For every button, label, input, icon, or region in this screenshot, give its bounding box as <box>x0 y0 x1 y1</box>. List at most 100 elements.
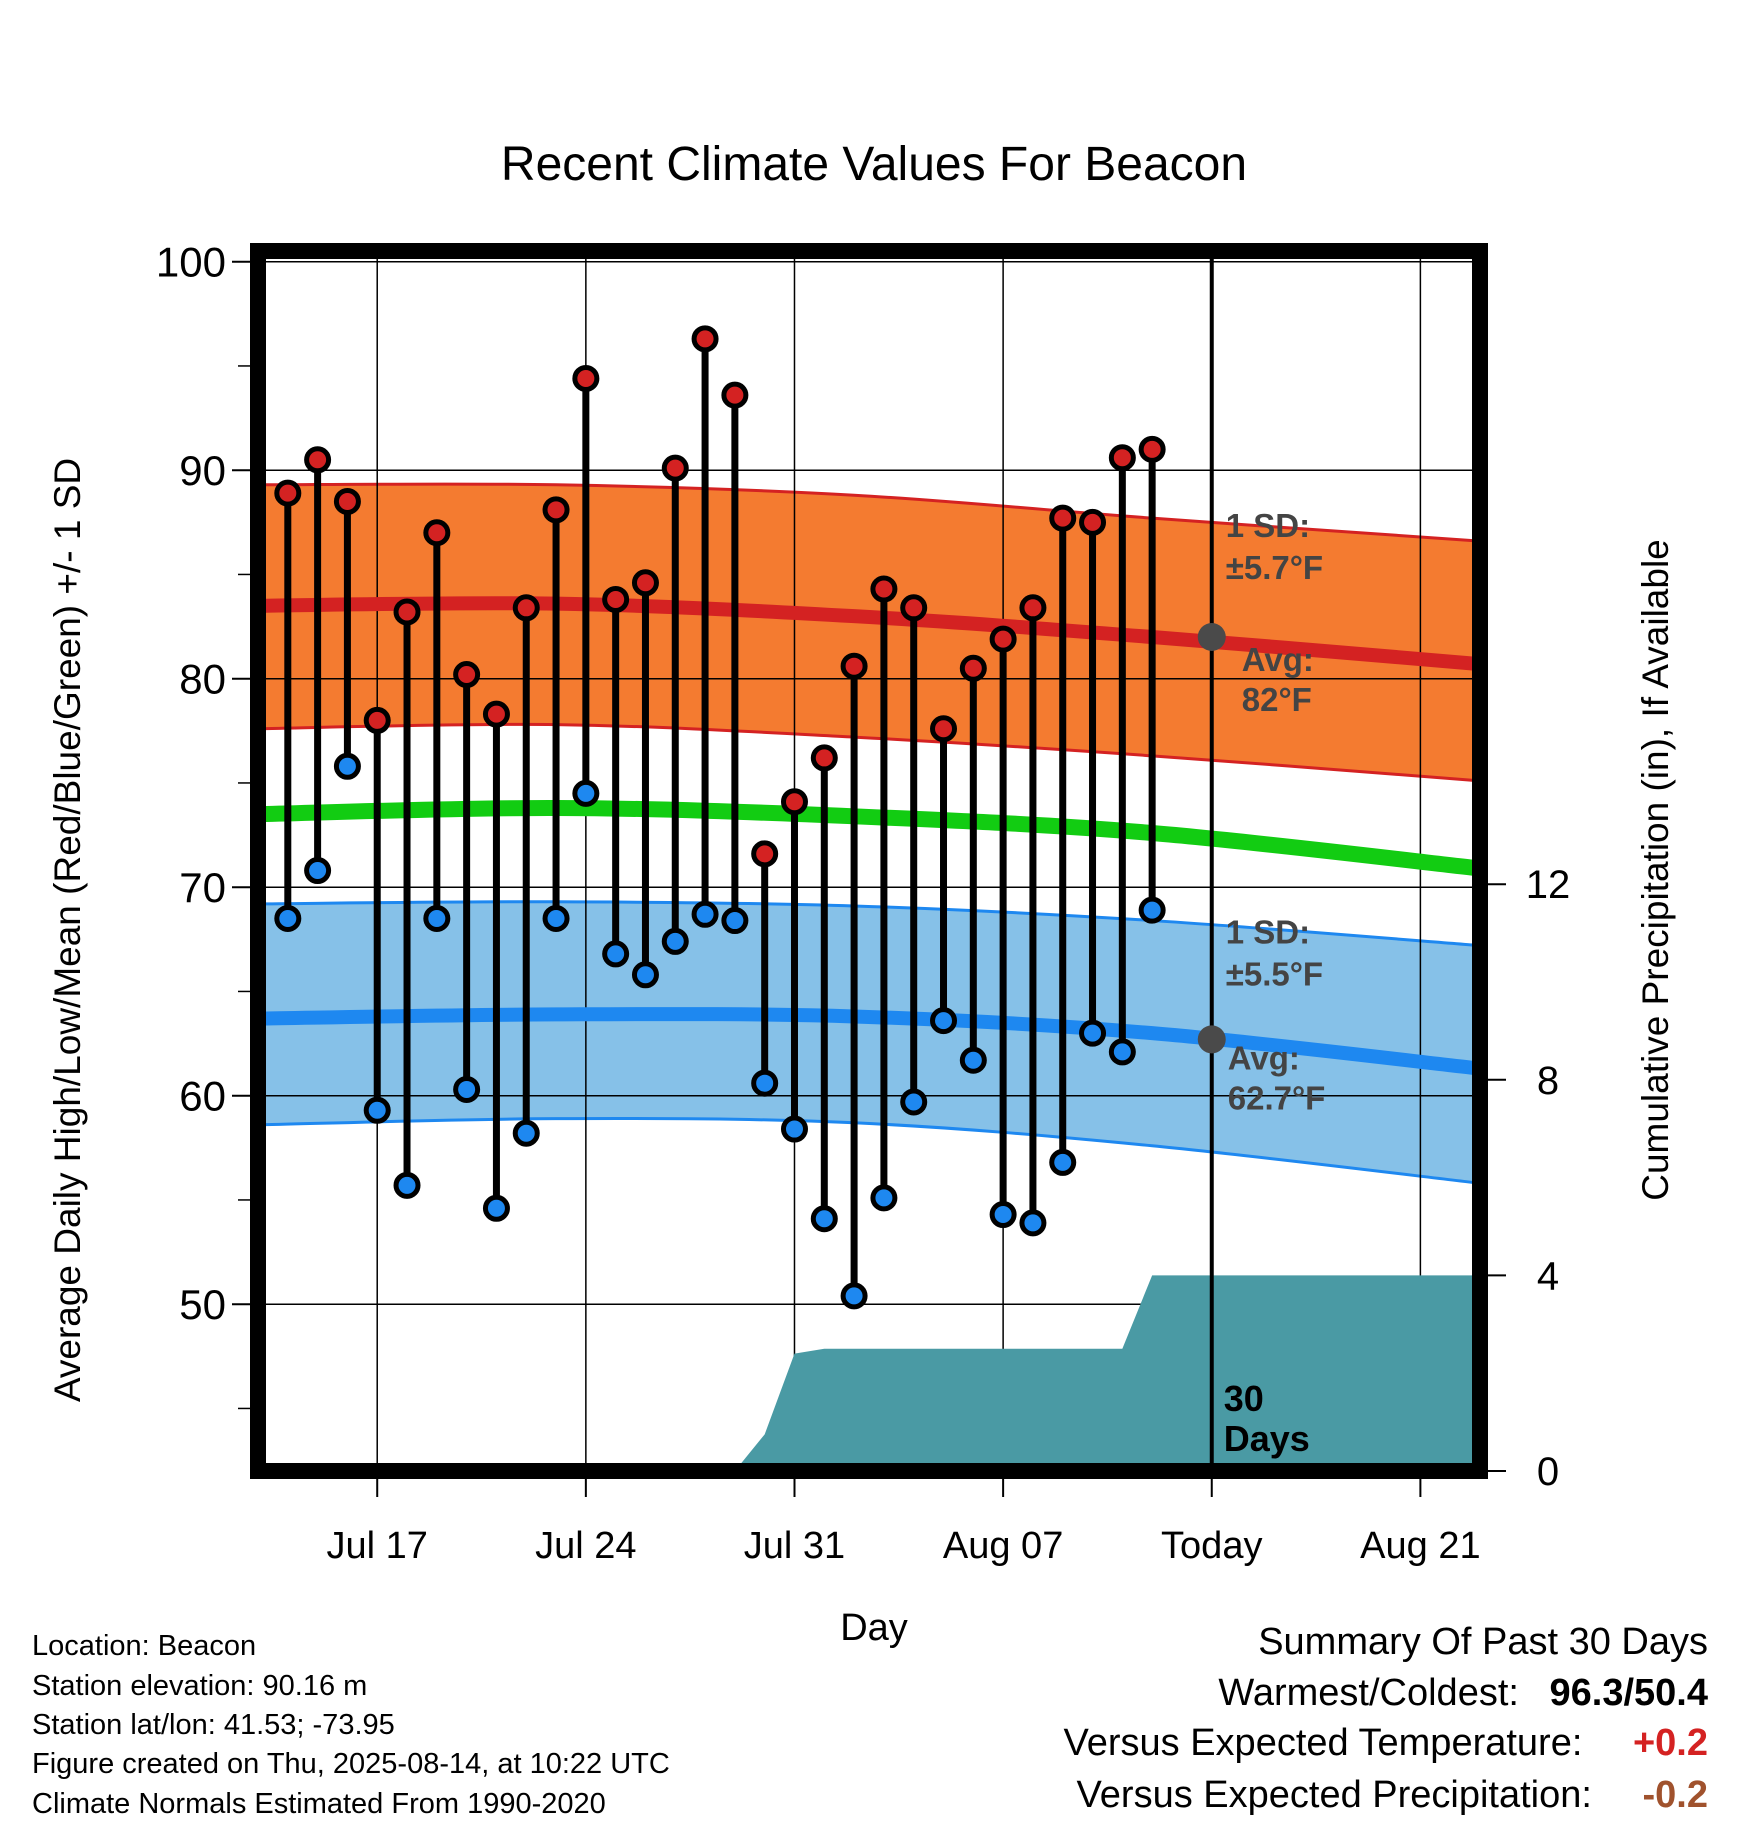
chart-title: Recent Climate Values For Beacon <box>501 138 1247 191</box>
x-tick-label: Today <box>1161 1525 1262 1567</box>
daily-high-point <box>304 446 332 474</box>
summary-warm-cold-value: 96.3/50.4 <box>1549 1672 1708 1714</box>
summary-precip-label: Versus Expected Precipitation: <box>1076 1774 1592 1816</box>
daily-high-point <box>631 569 659 597</box>
daily-low-point <box>810 1205 838 1233</box>
daily-high-point <box>363 706 391 734</box>
daily-low-point <box>542 904 570 932</box>
daily-low-point <box>691 900 719 928</box>
footer-location: Location: Beacon <box>32 1630 257 1662</box>
daily-high-point <box>1049 504 1077 532</box>
y-axis-label: Average Daily High/Low/Mean (Red/Blue/Gr… <box>47 458 88 1402</box>
x-tick-label: Aug 07 <box>943 1525 1063 1567</box>
high-sd-annotation-line2: ±5.7°F <box>1226 549 1323 586</box>
summary-temp: Versus Expected Temperature: +0.2 <box>1063 1722 1708 1765</box>
y2-tick-label: 4 <box>1537 1254 1559 1298</box>
plot-inner <box>258 251 1480 1471</box>
low-sd-annotation-line2: ±5.5°F <box>1226 955 1323 992</box>
precip-area <box>734 1275 1480 1471</box>
today-window-note-line2: Days <box>1224 1418 1310 1459</box>
daily-low-point <box>840 1282 868 1310</box>
daily-high-point <box>1108 444 1136 472</box>
low-sd-annotation-line1: 1 SD: <box>1226 913 1310 950</box>
daily-low-point <box>1019 1209 1047 1237</box>
low-avg-annotation-line1: Avg: <box>1228 1039 1300 1076</box>
daily-high-point <box>482 700 510 728</box>
y-tick-label: 70 <box>179 864 226 911</box>
y-tick-label: 50 <box>179 1281 226 1328</box>
y-tick-label: 90 <box>179 447 226 494</box>
summary-temp-value: +0.2 <box>1632 1722 1708 1764</box>
summary-warm-cold: Warmest/Coldest: 96.3/50.4 <box>1218 1672 1708 1715</box>
daily-low-point <box>1079 1019 1107 1047</box>
daily-low-point <box>930 1007 958 1035</box>
mean-avg-line <box>258 799 1480 877</box>
daily-high-point <box>930 715 958 743</box>
low-sd-band <box>258 901 1480 1184</box>
y-tick-label: 100 <box>156 239 226 286</box>
daily-high-point <box>1079 508 1107 536</box>
y2-axis-label: Cumulative Precipitation (in), If Availa… <box>1635 539 1676 1201</box>
summary-heading: Summary Of Past 30 Days <box>1258 1621 1708 1663</box>
daily-low-point <box>780 1115 808 1143</box>
daily-low-point <box>870 1184 898 1212</box>
daily-high-point <box>810 744 838 772</box>
high-sd-band-upper-edge <box>258 482 1480 543</box>
x-axis-label: Day <box>840 1607 908 1649</box>
today-window-note-line1: 30 <box>1224 1378 1264 1419</box>
daily-low-point <box>959 1046 987 1074</box>
daily-high-point <box>661 454 689 482</box>
summary-temp-label: Versus Expected Temperature: <box>1063 1722 1583 1764</box>
y-tick-label: 80 <box>179 656 226 703</box>
daily-low-point <box>1108 1038 1136 1066</box>
daily-high-point <box>840 652 868 680</box>
daily-high-point <box>393 598 421 626</box>
daily-low-point <box>274 904 302 932</box>
daily-high-point <box>691 325 719 353</box>
daily-low-point <box>304 857 332 885</box>
daily-low-point <box>572 779 600 807</box>
daily-low-point <box>482 1194 510 1222</box>
daily-high-point <box>542 496 570 524</box>
daily-high-point <box>900 594 928 622</box>
y2-tick-label: 0 <box>1537 1450 1559 1494</box>
high-sd-annotation-line1: 1 SD: <box>1226 507 1310 544</box>
daily-high-point <box>989 625 1017 653</box>
daily-low-point <box>512 1119 540 1147</box>
daily-low-point <box>1138 896 1166 924</box>
y-tick-label: 60 <box>179 1073 226 1120</box>
daily-high-point <box>333 487 361 515</box>
daily-low-point <box>1049 1148 1077 1176</box>
y2-tick-label: 8 <box>1537 1059 1559 1103</box>
daily-high-point <box>959 654 987 682</box>
high-avg-annotation-line1: Avg: <box>1242 641 1314 678</box>
daily-low-point <box>721 907 749 935</box>
daily-low-point <box>393 1171 421 1199</box>
summary-precip: Versus Expected Precipitation: -0.2 <box>1077 1774 1708 1817</box>
daily-low-point <box>631 961 659 989</box>
x-tick-label: Aug 21 <box>1360 1525 1480 1567</box>
summary-warm-cold-label: Warmest/Coldest: <box>1218 1672 1519 1714</box>
daily-high-point <box>870 575 898 603</box>
daily-low-point <box>453 1075 481 1103</box>
y2-tick-label: 12 <box>1526 863 1571 907</box>
today-avg-high-marker <box>1197 623 1226 651</box>
daily-low-point <box>423 904 451 932</box>
daily-low-point <box>751 1069 779 1097</box>
daily-low-point <box>661 927 689 955</box>
daily-high-point <box>1019 594 1047 622</box>
x-tick-label: Jul 24 <box>535 1525 636 1567</box>
daily-high-point <box>512 594 540 622</box>
daily-high-point <box>780 788 808 816</box>
footer-latlon: Station lat/lon: 41.53; -73.95 <box>32 1709 395 1741</box>
daily-high-point <box>751 840 779 868</box>
x-tick-label: Jul 17 <box>327 1525 428 1567</box>
high-avg-line <box>258 596 1480 672</box>
footer-created: Figure created on Thu, 2025-08-14, at 10… <box>32 1748 670 1780</box>
daily-low-point <box>363 1096 391 1124</box>
daily-low-point <box>900 1088 928 1116</box>
daily-low-point <box>602 940 630 968</box>
plot-frame <box>250 243 1488 1479</box>
daily-high-point <box>721 381 749 409</box>
